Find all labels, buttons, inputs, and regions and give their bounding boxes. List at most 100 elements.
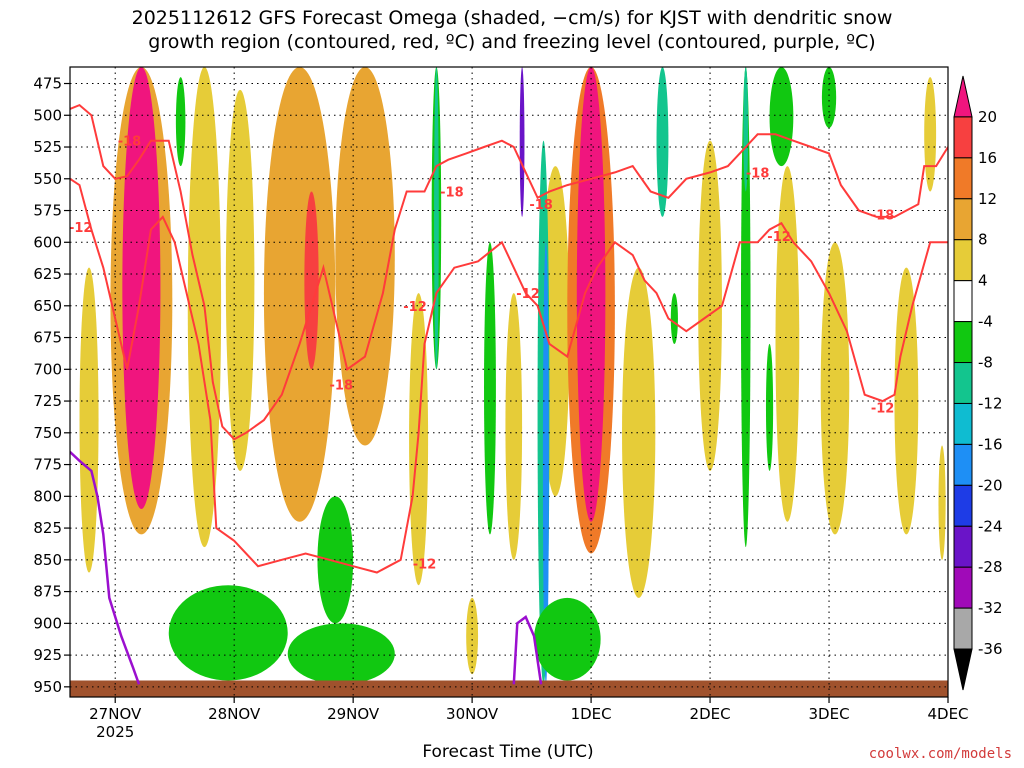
colorbar-segment: [953, 484, 973, 527]
y-tick-label: 725: [33, 392, 62, 410]
dgz-label: -18: [746, 166, 770, 181]
y-tick-label: 525: [33, 138, 62, 156]
chart-title-line-1: 2025112612 GFS Forecast Omega (shaded, −…: [131, 7, 893, 29]
y-tick-label: 625: [33, 265, 62, 283]
x-tick-label: 29NOV: [327, 705, 380, 723]
dgz-contour--18: [70, 103, 948, 441]
colorbar-label: -28: [978, 558, 1003, 576]
omega-feature-21: [175, 77, 186, 167]
freezing-level-contour-0: [70, 450, 141, 685]
colorbar-segment: [953, 321, 973, 364]
y-tick-label: 775: [33, 456, 62, 474]
colorbar-label: 12: [978, 190, 997, 208]
omega-time-height-chart: -18-12-12-18-18-12-18-12-18-12-18-12 475…: [33, 66, 1003, 740]
ground-band: [70, 680, 948, 697]
dgz-label: -18: [440, 185, 464, 200]
dgz-label: -12: [767, 230, 791, 245]
colorbar-segment: [953, 280, 973, 323]
omega-feature-9: [466, 597, 479, 675]
omega-feature-29: [542, 242, 549, 685]
omega-feature-31: [533, 597, 601, 681]
colorbar-label: 20: [978, 108, 997, 126]
y-tick-label: 675: [33, 329, 62, 347]
x-tick-label: 1DEC: [571, 705, 612, 723]
freezing-level-contours: [70, 450, 543, 685]
omega-feature-36: [769, 67, 794, 167]
chart-title: 2025112612 GFS Forecast Omega (shaded, −…: [0, 6, 1024, 54]
omega-feature-0: [79, 267, 99, 573]
dgz-label: -12: [413, 558, 437, 573]
dgz-contours: [70, 103, 948, 574]
colorbar-segment: [953, 116, 973, 159]
freezing-level-contour-1: [512, 615, 543, 685]
colorbar-segment: [953, 239, 973, 282]
colorbar-label: -4: [978, 313, 993, 331]
y-tick-label: 800: [33, 487, 62, 505]
colorbar-label: -32: [978, 599, 1003, 617]
y-tick-label: 700: [33, 360, 62, 378]
colorbar-label: -24: [978, 517, 1003, 535]
colorbar-segment: [953, 157, 973, 200]
omega-feature-4: [225, 89, 255, 471]
x-tick-label: 2DEC: [690, 705, 731, 723]
dgz-label: -12: [871, 401, 895, 416]
omega-feature-30: [519, 67, 525, 217]
omega-feature-33: [670, 293, 678, 344]
colorbar-segment: [953, 566, 973, 609]
omega-feature-22: [168, 585, 288, 681]
y-tick-label: 650: [33, 297, 62, 315]
x-axis-title: Forecast Time (UTC): [422, 742, 594, 762]
omega-feature-35: [743, 67, 749, 192]
y-axis: 475 500 525 550 575 600 625 650 675 700 725 750 775 8…: [33, 75, 70, 696]
colorbar-label: 4: [978, 272, 988, 290]
colorbar-label: 16: [978, 149, 997, 167]
omega-feature-26: [434, 67, 439, 370]
dgz-label: -12: [403, 300, 427, 315]
colorbar-label: -8: [978, 354, 993, 372]
colorbar-segment: [953, 198, 973, 241]
y-tick-label: 600: [33, 233, 62, 251]
omega-feature-14: [622, 267, 656, 598]
y-tick-label: 850: [33, 551, 62, 569]
dgz-label: -12: [69, 221, 93, 236]
x-tick-label: 4DEC: [927, 705, 968, 723]
omega-shading: [79, 67, 946, 685]
x-tick-label: 30NOV: [446, 705, 499, 723]
omega-feature-13: [576, 67, 606, 522]
y-tick-label: 750: [33, 424, 62, 442]
colorbar-label: -36: [978, 640, 1003, 658]
colorbar-label: -16: [978, 435, 1003, 453]
omega-feature-37: [821, 67, 837, 128]
x-tick-label: 3DEC: [809, 705, 850, 723]
y-tick-label: 550: [33, 170, 62, 188]
colorbar-segment: [953, 607, 973, 650]
dgz-contour--12: [70, 177, 948, 574]
grid: [70, 67, 949, 697]
colorbar-segment: [953, 443, 973, 486]
colorbar-segment: [953, 362, 973, 404]
omega-feature-10: [505, 293, 523, 560]
omega-feature-23: [287, 623, 395, 685]
omega-feature-17: [820, 242, 850, 535]
colorbar-label: -20: [978, 476, 1003, 494]
colorbar-segment: [953, 525, 973, 568]
colorbar: 20 16 12 8 4 -4 -8 -12 -16 -20 -24 -28 -32 -36: [953, 75, 1003, 691]
plot-frame: [69, 66, 949, 698]
omega-feature-34: [740, 67, 751, 548]
y-tick-label: 575: [33, 202, 62, 220]
y-tick-label: 900: [33, 614, 62, 632]
chart-title-line-2: growth region (contoured, red, ºC) and f…: [148, 31, 876, 53]
contour-labels: -18 -12 -12 -18 -18 -12 -18 -12 -18 -12 -18 -12: [69, 135, 894, 573]
omega-feature-32: [656, 67, 669, 217]
dgz-label: -18: [330, 379, 354, 394]
y-tick-label: 875: [33, 583, 62, 601]
omega-feature-7: [335, 67, 395, 446]
colorbar-label: -12: [978, 394, 1003, 412]
x-tick-sublabel: 2025: [96, 723, 134, 740]
colorbar-label: 8: [978, 231, 988, 249]
ground-terrain: [70, 680, 948, 697]
y-tick-label: 825: [33, 519, 62, 537]
colorbar-over-triangle: [953, 75, 973, 118]
colorbar-under-triangle: [953, 648, 973, 691]
